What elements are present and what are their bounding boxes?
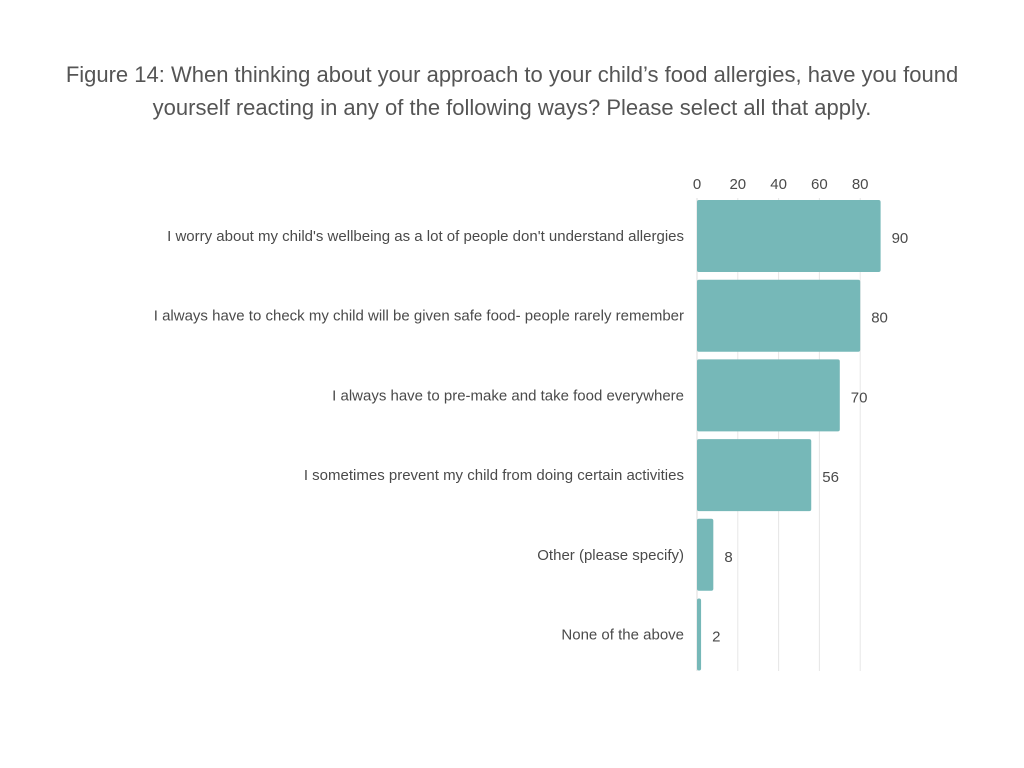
x-tick-label: 20 (729, 176, 746, 193)
x-tick-label: 80 (852, 176, 869, 193)
gridlines (696, 198, 861, 671)
category-label: None of the above (561, 627, 684, 644)
x-tick-label: 40 (770, 176, 787, 193)
x-tick-label: 60 (811, 176, 828, 193)
bar (697, 518, 714, 591)
bar (697, 598, 702, 671)
value-label: 56 (822, 469, 839, 486)
value-labels: 90 80 70 56 8 2 (712, 230, 908, 646)
x-tick-label: 0 (693, 176, 701, 193)
bar (697, 439, 812, 512)
category-label: Other (please specify) (537, 547, 684, 564)
category-labels: I worry about my child's wellbeing as a … (154, 228, 684, 644)
value-label: 2 (712, 629, 720, 646)
category-label: I always have to pre-make and take food … (332, 387, 684, 404)
value-label: 80 (871, 310, 888, 327)
x-axis-ticks: 0 20 40 60 80 (693, 176, 869, 193)
category-label: I always have to check my child will be … (154, 308, 684, 325)
value-label: 90 (892, 230, 909, 247)
category-label: I worry about my child's wellbeing as a … (167, 228, 684, 245)
value-label: 70 (851, 389, 868, 406)
chart-title: Figure 14: When thinking about your appr… (65, 62, 959, 120)
bar (697, 359, 840, 432)
bars (697, 200, 881, 671)
bar (697, 200, 881, 272)
category-label: I sometimes prevent my child from doing … (304, 467, 684, 484)
value-label: 8 (724, 549, 732, 566)
bar (697, 279, 861, 352)
